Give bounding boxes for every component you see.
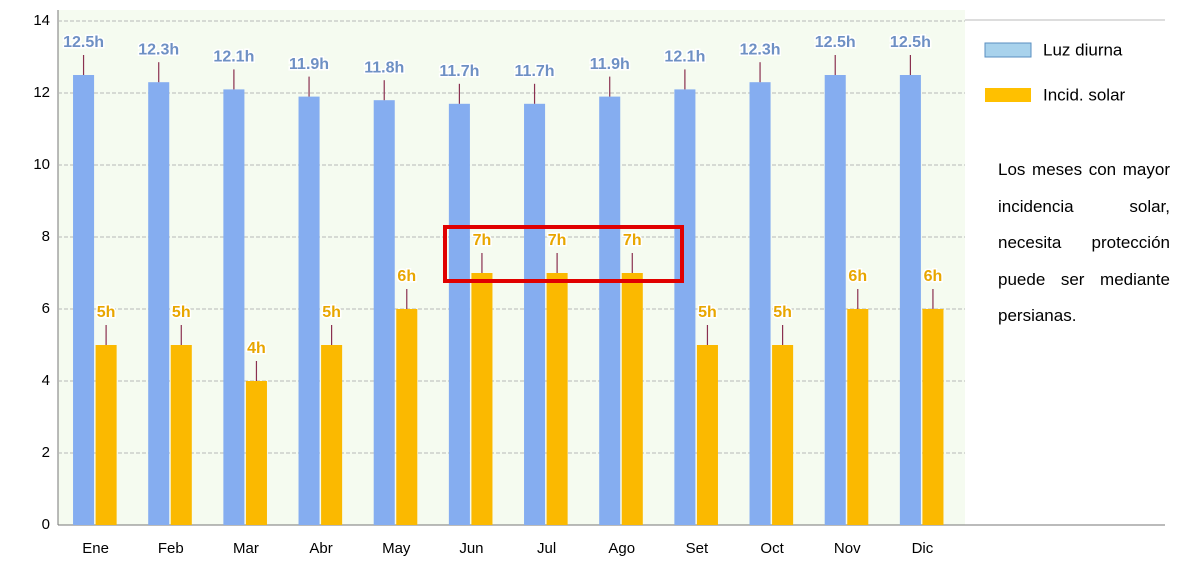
marks: 0 2 4 6 8 10 12 14 Ene 12.5h 5h Feb 12.3h 5h Mar 12.1h 4… — [33, 12, 965, 557]
bar — [95, 345, 117, 525]
bar — [73, 75, 95, 525]
data-label: 7h — [548, 232, 567, 249]
x-tick-label: Jun — [459, 540, 483, 557]
data-label: 12.3h — [740, 41, 781, 58]
y-tick-label: 8 — [42, 228, 50, 245]
data-label: 12.1h — [213, 49, 254, 66]
x-tick-label: Ago — [608, 540, 635, 557]
y-tick-label: 0 — [42, 516, 50, 533]
data-label: 12.3h — [138, 41, 179, 58]
annotation: Los meses con mayor incidencia solar, ne… — [998, 160, 1170, 325]
bar — [471, 273, 493, 525]
legend-label: Luz diurna — [1043, 40, 1123, 59]
data-label: 12.5h — [815, 34, 856, 51]
data-label: 11.7h — [515, 63, 555, 80]
bar — [824, 75, 846, 525]
x-tick-label: Set — [686, 540, 709, 557]
bar — [696, 345, 718, 525]
legend-swatch — [985, 88, 1031, 102]
bar — [546, 273, 568, 525]
x-tick-label: Feb — [158, 540, 184, 557]
data-label: 11.9h — [590, 56, 630, 73]
bar — [245, 381, 267, 525]
bar — [847, 309, 869, 525]
plot-background — [58, 10, 965, 525]
x-tick-label: Dic — [912, 540, 934, 557]
x-tick-label: Mar — [233, 540, 259, 557]
bar — [749, 82, 771, 525]
bar — [170, 345, 192, 525]
data-label: 7h — [623, 232, 642, 249]
bar — [223, 89, 245, 526]
data-label: 6h — [848, 268, 867, 285]
x-tick-label: May — [382, 540, 411, 557]
x-tick-label: Nov — [834, 540, 861, 557]
data-label: 12.5h — [63, 34, 104, 51]
bar — [599, 96, 621, 525]
data-label: 11.8h — [364, 59, 404, 76]
y-tick-label: 6 — [42, 300, 50, 317]
x-tick-label: Oct — [760, 540, 784, 557]
bar — [148, 82, 170, 525]
y-tick-label: 14 — [33, 12, 50, 29]
y-tick-label: 2 — [42, 444, 50, 461]
bar — [298, 96, 320, 525]
data-label: 5h — [698, 304, 717, 321]
bar — [674, 89, 696, 526]
legend-swatch — [984, 42, 1032, 58]
data-label: 5h — [322, 304, 341, 321]
x-tick-label: Abr — [309, 540, 332, 557]
data-label: 12.5h — [890, 34, 931, 51]
y-tick-label: 10 — [33, 156, 50, 173]
data-label: 11.7h — [439, 63, 479, 80]
x-tick-label: Jul — [537, 540, 556, 557]
bar — [621, 273, 643, 525]
bar — [396, 309, 418, 525]
bar — [922, 309, 944, 525]
data-label: 5h — [97, 304, 116, 321]
bar — [448, 103, 470, 526]
data-label: 7h — [473, 232, 492, 249]
bar — [772, 345, 794, 525]
bar — [321, 345, 343, 525]
data-label: 6h — [397, 268, 416, 285]
data-label: 5h — [172, 304, 191, 321]
data-label: 12.1h — [664, 49, 705, 66]
bar — [524, 103, 546, 526]
data-label: 4h — [247, 340, 266, 357]
data-label: 5h — [773, 304, 792, 321]
data-label: 6h — [924, 268, 943, 285]
legend-label: Incid. solar — [1043, 85, 1126, 104]
bar — [373, 100, 395, 525]
data-label: 11.9h — [289, 56, 329, 73]
bar — [899, 75, 921, 525]
y-tick-label: 4 — [42, 372, 50, 389]
x-tick-label: Ene — [82, 540, 109, 557]
y-tick-label: 12 — [33, 84, 50, 101]
highlight-box — [443, 225, 684, 283]
